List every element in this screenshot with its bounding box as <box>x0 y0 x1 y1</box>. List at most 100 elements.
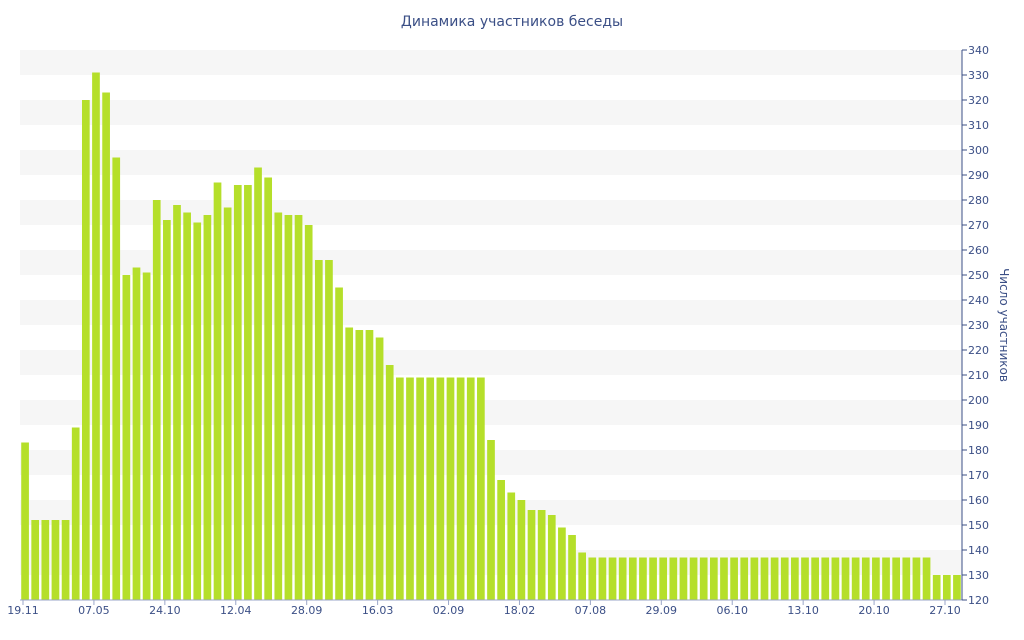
y-tick-label: 150 <box>968 519 989 532</box>
bar <box>841 557 850 600</box>
bar <box>456 377 465 600</box>
grid-band <box>20 50 962 75</box>
bar <box>821 557 830 600</box>
x-tick-label: 27.10 <box>929 604 961 617</box>
bar <box>537 510 546 600</box>
bar <box>436 377 445 600</box>
bar <box>314 260 323 600</box>
bar <box>760 557 769 600</box>
bar <box>21 442 29 600</box>
bar <box>304 225 313 600</box>
y-tick-label: 280 <box>968 194 989 207</box>
bar <box>325 260 333 600</box>
x-tick-label: 28.09 <box>291 604 323 617</box>
bar <box>71 427 80 600</box>
bar <box>254 167 262 600</box>
x-tick-label: 24.10 <box>149 604 181 617</box>
bar <box>446 377 455 600</box>
bar <box>801 557 809 600</box>
y-tick-label: 250 <box>968 269 989 282</box>
bar <box>335 287 343 600</box>
bar <box>912 557 921 600</box>
y-tick-label: 260 <box>968 244 989 257</box>
y-tick-label: 330 <box>968 69 989 82</box>
bar <box>203 215 212 600</box>
x-tick-label: 12.04 <box>220 604 252 617</box>
bar <box>861 557 870 600</box>
y-tick-label: 320 <box>968 94 989 107</box>
bar <box>730 557 738 600</box>
bar <box>345 327 354 600</box>
bar <box>233 185 242 600</box>
bar <box>558 527 566 600</box>
bar <box>872 557 880 600</box>
bar <box>466 377 475 600</box>
bar <box>406 377 414 600</box>
y-tick-label: 120 <box>968 594 989 607</box>
bar <box>223 207 232 600</box>
y-tick-label: 170 <box>968 469 989 482</box>
bar <box>780 557 789 600</box>
y-tick-label: 140 <box>968 544 989 557</box>
y-tick-label: 210 <box>968 369 989 382</box>
bar <box>699 557 708 600</box>
bar <box>902 557 911 600</box>
bar <box>477 377 485 600</box>
bars <box>21 72 961 600</box>
bar <box>669 557 678 600</box>
bar <box>294 215 303 600</box>
bar <box>639 557 647 600</box>
bar <box>163 220 171 600</box>
bar <box>922 557 931 600</box>
bar <box>92 72 100 600</box>
bar <box>517 500 526 600</box>
y-tick-label: 200 <box>968 394 989 407</box>
bar <box>851 557 860 600</box>
bar <box>122 275 131 600</box>
bar <box>953 575 961 600</box>
x-tick-label: 18.02 <box>504 604 536 617</box>
bar <box>942 575 951 600</box>
bar <box>81 100 90 600</box>
bar <box>811 557 819 600</box>
y-tick-label: 160 <box>968 494 989 507</box>
bar <box>527 510 536 600</box>
x-tick-label: 02.09 <box>433 604 465 617</box>
y-axis-ticks: 120 130 140 150 160 170 180 190 200 210 220 230 240 2… <box>962 44 989 607</box>
bar <box>61 520 70 600</box>
x-tick-label: 19.11 <box>7 604 39 617</box>
bar <box>385 365 394 600</box>
bar <box>720 557 728 600</box>
bar <box>831 557 840 600</box>
x-tick-label: 16.03 <box>362 604 394 617</box>
grid-band <box>20 400 962 425</box>
bar <box>497 480 505 600</box>
bar <box>426 377 435 600</box>
bar <box>547 515 556 600</box>
bar <box>365 330 374 600</box>
grid-band <box>20 250 962 275</box>
bar <box>791 557 799 600</box>
bar <box>608 557 617 600</box>
grid-band <box>20 150 962 175</box>
bar <box>244 185 252 600</box>
bar <box>132 267 141 600</box>
bar <box>578 552 587 600</box>
bar <box>679 557 688 600</box>
y-tick-label: 300 <box>968 144 989 157</box>
bar <box>770 557 779 600</box>
bar <box>598 557 607 600</box>
bar <box>709 557 718 600</box>
grid-band <box>20 200 962 225</box>
grid-band <box>20 350 962 375</box>
grid-band <box>20 300 962 325</box>
grid-band <box>20 100 962 125</box>
bar <box>274 212 283 600</box>
x-tick-label: 06.10 <box>716 604 748 617</box>
bar <box>689 557 698 600</box>
x-tick-label: 07.08 <box>575 604 607 617</box>
bar <box>51 520 60 600</box>
y-tick-label: 180 <box>968 444 989 457</box>
x-tick-label: 20.10 <box>858 604 890 617</box>
